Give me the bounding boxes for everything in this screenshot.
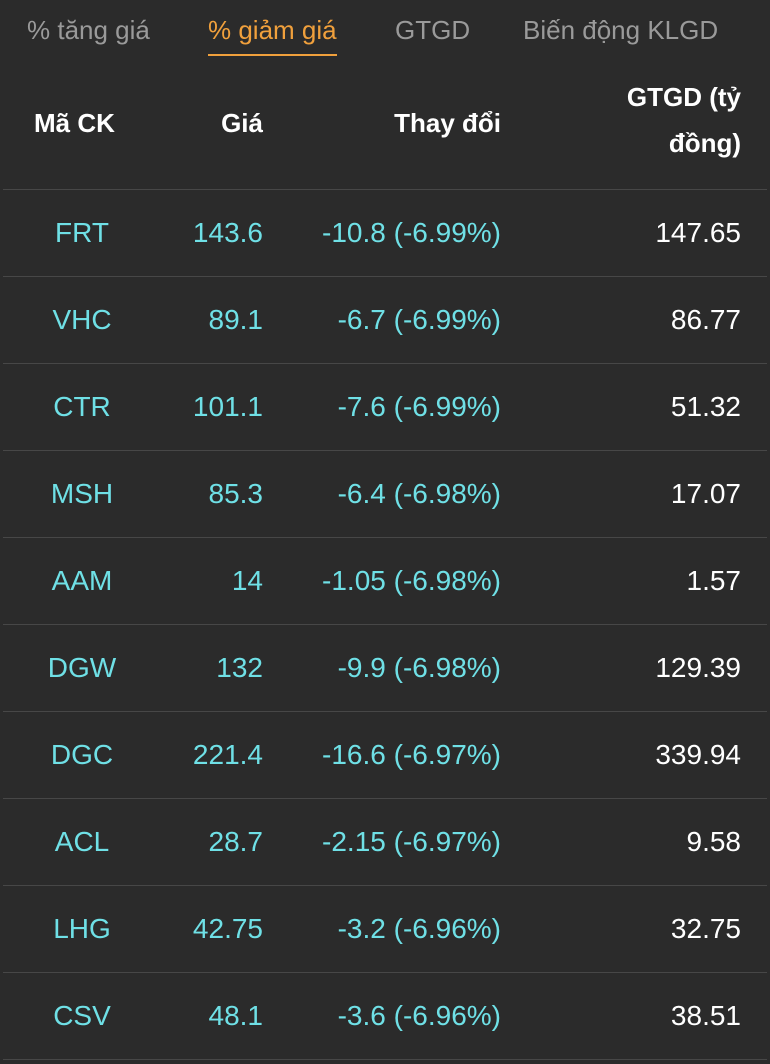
- stock-trading-value: 38.51: [670, 1000, 741, 1031]
- table-row[interactable]: FRT 143.6 -10.8 (-6.99%) 147.65: [3, 190, 767, 277]
- stock-price: 101.1: [192, 391, 263, 422]
- stock-code[interactable]: ACL: [54, 826, 110, 857]
- stock-change: -6.7 (-6.99%): [337, 304, 501, 335]
- stock-change: -6.4 (-6.98%): [337, 478, 501, 509]
- header-value: GTGD (tỷ đồng): [626, 82, 741, 158]
- stock-change: -2.15 (-6.97%): [322, 826, 501, 857]
- stock-code[interactable]: LHG: [53, 913, 111, 944]
- header-change: Thay đổi: [394, 108, 501, 138]
- table-row[interactable]: ACL 28.7 -2.15 (-6.97%) 9.58: [3, 799, 767, 886]
- table-header: Mã CK Giá Thay đổi GTGD (tỷ đồng): [3, 62, 767, 190]
- table-body: FRT 143.6 -10.8 (-6.99%) 147.65 VHC 89.1 -6.7 …: [0, 190, 770, 1060]
- table-row[interactable]: VHC 89.1 -6.7 (-6.99%) 86.77: [3, 277, 767, 364]
- tab-top-gainers[interactable]: % tăng giá: [27, 15, 150, 45]
- stock-code[interactable]: AAM: [51, 565, 113, 596]
- stock-price: 85.3: [208, 478, 264, 509]
- stock-price: 143.6: [192, 217, 263, 248]
- table-row[interactable]: DGC 221.4 -16.6 (-6.97%) 339.94: [3, 712, 767, 799]
- header-price: Giá: [221, 108, 263, 138]
- stock-price: 48.1: [208, 1000, 264, 1031]
- stock-code[interactable]: VHC: [52, 304, 112, 335]
- stock-price: 89.1: [208, 304, 264, 335]
- stock-price: 221.4: [192, 739, 263, 770]
- table-row[interactable]: MSH 85.3 -6.4 (-6.98%) 17.07: [3, 451, 767, 538]
- stock-change: -9.9 (-6.98%): [337, 652, 501, 683]
- stock-code[interactable]: DGC: [50, 739, 114, 770]
- header-code: Mã CK: [34, 108, 115, 138]
- stock-trading-value: 17.07: [670, 478, 741, 509]
- tab-bar: % tăng giá % giảm giá GTGD Biến động KLG…: [0, 0, 770, 62]
- stock-trading-value: 147.65: [655, 217, 741, 248]
- stock-change: -7.6 (-6.99%): [337, 391, 501, 422]
- stock-trading-value: 86.77: [670, 304, 741, 335]
- tab-volume-change[interactable]: Biến động KLGD: [523, 15, 719, 45]
- table-row[interactable]: AAM 14 -1.05 (-6.98%) 1.57: [3, 538, 767, 625]
- stock-code[interactable]: FRT: [55, 217, 109, 248]
- stock-change: -1.05 (-6.98%): [322, 565, 501, 596]
- stock-change: -3.2 (-6.96%): [337, 913, 501, 944]
- tab-trading-value[interactable]: GTGD: [395, 15, 471, 45]
- table-row[interactable]: DGW 132 -9.9 (-6.98%) 129.39: [3, 625, 767, 712]
- tab-top-losers-label: % giảm giá: [208, 15, 337, 45]
- tab-top-losers[interactable]: % giảm giá: [208, 14, 337, 56]
- table-row[interactable]: CTR 101.1 -7.6 (-6.99%) 51.32: [3, 364, 767, 451]
- stock-change: -3.6 (-6.96%): [337, 1000, 501, 1031]
- stock-code[interactable]: CSV: [53, 1000, 111, 1031]
- table-row[interactable]: CSV 48.1 -3.6 (-6.96%) 38.51: [3, 973, 767, 1060]
- stock-table: Mã CK Giá Thay đổi GTGD (tỷ đồng) FRT 143…: [0, 62, 770, 1060]
- stock-trading-value: 129.39: [655, 652, 741, 683]
- stock-trading-value: 9.58: [686, 826, 742, 857]
- stock-price: 14: [231, 565, 263, 596]
- stock-trading-value: 51.32: [670, 391, 741, 422]
- stock-code[interactable]: CTR: [53, 391, 111, 422]
- stock-price: 42.75: [192, 913, 263, 944]
- stock-code[interactable]: MSH: [50, 478, 114, 509]
- table-row[interactable]: LHG 42.75 -3.2 (-6.96%) 32.75: [3, 886, 767, 973]
- stock-trading-value: 1.57: [686, 565, 742, 596]
- stock-code[interactable]: DGW: [47, 652, 117, 683]
- stock-price: 28.7: [208, 826, 264, 857]
- stock-price: 132: [216, 652, 263, 683]
- stock-trading-value: 339.94: [655, 739, 741, 770]
- active-tab-underline: [208, 54, 337, 56]
- stock-change: -10.8 (-6.99%): [322, 217, 501, 248]
- stock-change: -16.6 (-6.97%): [322, 739, 501, 770]
- stock-trading-value: 32.75: [670, 913, 741, 944]
